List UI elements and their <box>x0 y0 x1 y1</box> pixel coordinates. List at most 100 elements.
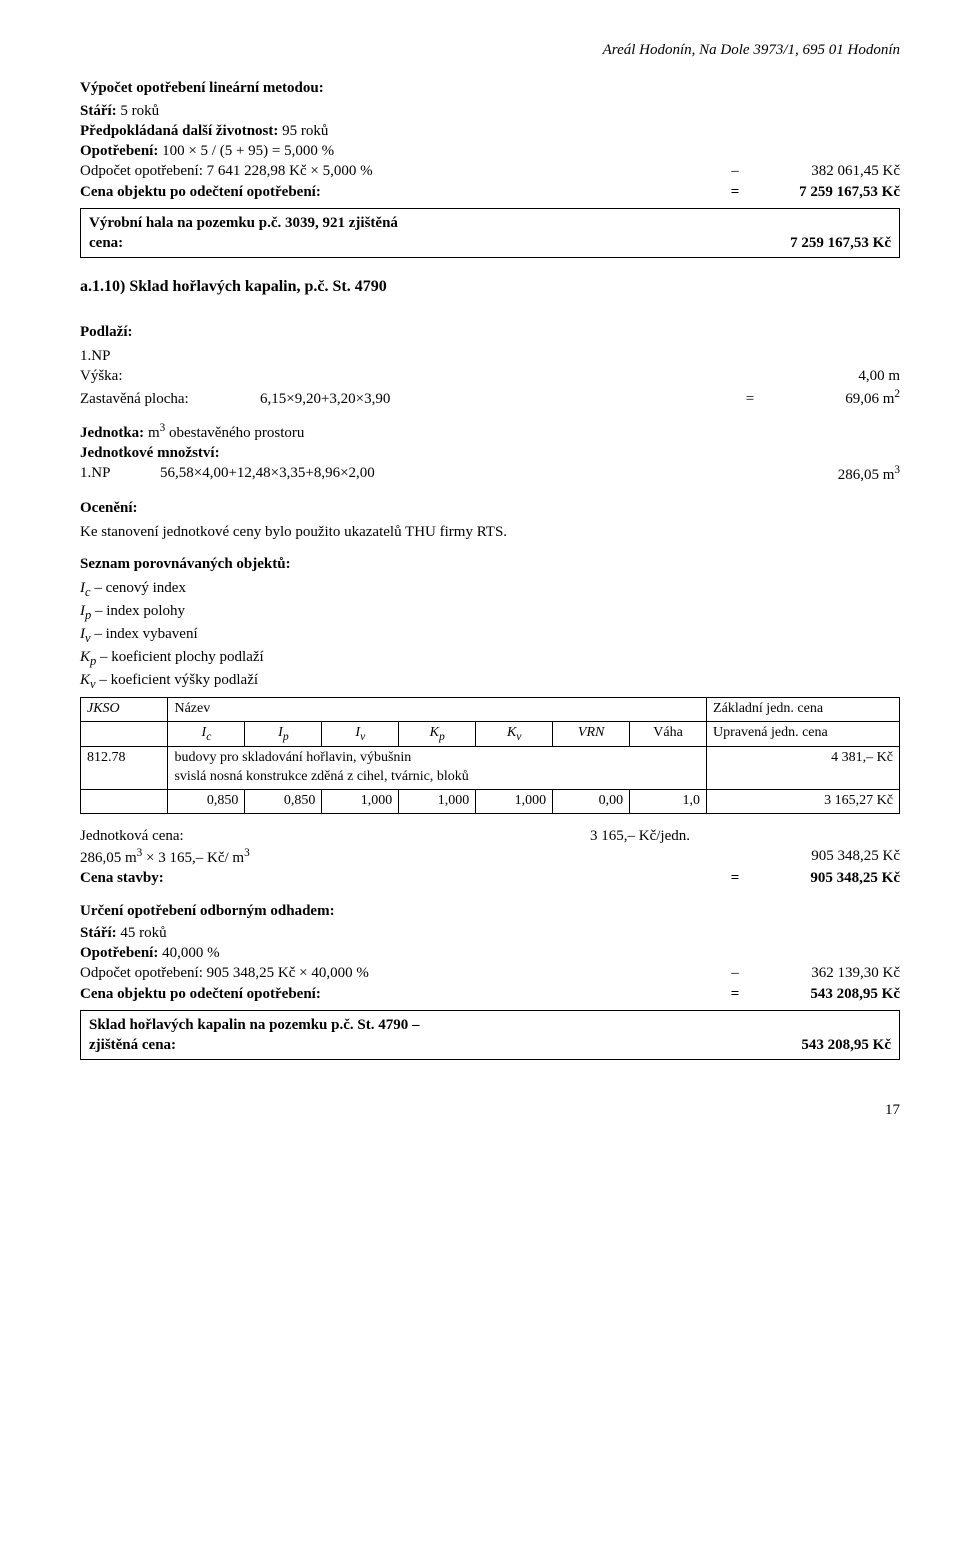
urceni-deduction-value: 362 139,30 Kč <box>750 963 900 983</box>
jednotka-np: 1.NP <box>80 463 160 485</box>
calc1-result-row: Cena objektu po odečtení opotřebení: = 7… <box>80 182 900 202</box>
stavba-row: Cena stavby: = 905 348,25 Kč <box>80 868 900 888</box>
urceni-result-label: Cena objektu po odečtení opotřebení: <box>80 984 720 1004</box>
urceni-result-value: 543 208,95 Kč <box>750 984 900 1004</box>
th-jkso: JKSO <box>81 697 168 721</box>
urceni-deduction-row: Odpočet opotřebení: 905 348,25 Kč × 40,0… <box>80 963 900 983</box>
calc1-wear: Opotřebení: 100 × 5 / (5 + 95) = 5,000 % <box>80 141 900 161</box>
legend-item: Kv – koeficient výšky podlaží <box>80 670 900 693</box>
th-upravena: Upravená jedn. cena <box>707 721 900 747</box>
jednotka-value: 286,05 m3 <box>770 463 900 485</box>
th-vrn: VRN <box>553 721 630 747</box>
jednotkova-row: Jednotková cena: 3 165,– Kč/jedn. <box>80 826 900 846</box>
seznam-legend: Ic – cenový indexIp – index polohyIv – i… <box>80 578 900 692</box>
podlazi-vyska-value: 4,00 m <box>770 366 900 386</box>
calc1-deduction-sign: – <box>720 161 750 181</box>
legend-item: Kp – koeficient plochy podlaží <box>80 647 900 670</box>
box2-line1: Sklad hořlavých kapalin na pozemku p.č. … <box>89 1017 420 1033</box>
table-data-row-2: 0,850 0,850 1,000 1,000 1,000 0,00 1,0 3… <box>81 789 900 813</box>
stavba-value: 905 348,25 Kč <box>750 868 900 888</box>
table-header-row-2: Ic Ip Iv Kp Kv VRN Váha Upravená jedn. c… <box>81 721 900 747</box>
podlazi-zast-row: Zastavěná plocha: 6,15×9,20+3,20×3,90 = … <box>80 387 900 409</box>
td-v6: 1,0 <box>630 789 707 813</box>
urceni-result-row: Cena objektu po odečtení opotřebení: = 5… <box>80 984 900 1004</box>
td-v5: 0,00 <box>553 789 630 813</box>
calc1-deduction-row: Odpočet opotřebení: 7 641 228,98 Kč × 5,… <box>80 161 900 181</box>
th-nazev: Název <box>168 697 707 721</box>
legend-item: Iv – index vybavení <box>80 624 900 647</box>
th-ic: Ic <box>168 721 245 747</box>
jednotkova-value: 3 165,– Kč/jedn. <box>590 826 900 846</box>
podlazi-zast-expr: 6,15×9,20+3,20×3,90 <box>260 389 730 409</box>
oceneni-title: Ocenění: <box>80 498 900 518</box>
td-name: budovy pro skladování hořlavin, výbušnin… <box>168 747 707 790</box>
th-zakladni: Základní jedn. cena <box>707 697 900 721</box>
calc1-result-value: 7 259 167,53 Kč <box>750 182 900 202</box>
calc1-result-label: Cena objektu po odečtení opotřebení: <box>80 182 720 202</box>
td-v1: 0,850 <box>245 789 322 813</box>
page-number: 17 <box>80 1100 900 1120</box>
comparison-table: JKSO Název Základní jedn. cena Ic Ip Iv … <box>80 697 900 814</box>
calc1-deduction-label: Odpočet opotřebení: 7 641 228,98 Kč × 5,… <box>80 161 720 181</box>
legend-item: Ip – index polohy <box>80 601 900 624</box>
urceni-wear-label: Opotřebení: <box>80 945 158 961</box>
box2-value: 543 208,95 Kč <box>741 1035 891 1055</box>
page-header: Areál Hodonín, Na Dole 3973/1, 695 01 Ho… <box>80 40 900 60</box>
urceni-wear-value: 40,000 % <box>162 945 220 961</box>
td-code: 812.78 <box>81 747 168 790</box>
urceni-age-value: 45 roků <box>120 925 166 941</box>
jednotka-line2: Jednotkové množství: <box>80 443 900 463</box>
section-a110-title: a.1.10) Sklad hořlavých kapalin, p.č. St… <box>80 276 900 298</box>
th-kp: Kp <box>399 721 476 747</box>
td-price: 4 381,– Kč <box>707 747 900 790</box>
td-v2: 1,000 <box>322 789 399 813</box>
box1-label2: cena: <box>89 235 123 251</box>
legend-item: Ic – cenový index <box>80 578 900 601</box>
jednotka-line1: Jednotka: m3 obestavěného prostoru <box>80 421 900 443</box>
td-v3: 1,000 <box>399 789 476 813</box>
table-header-row-1: JKSO Název Základní jedn. cena <box>81 697 900 721</box>
calc1-deduction-value: 382 061,45 Kč <box>750 161 900 181</box>
podlazi-np: 1.NP <box>80 346 900 366</box>
urceni-age-label: Stáří: <box>80 925 117 941</box>
urceni-title: Určení opotřebení odborným odhadem: <box>80 901 900 921</box>
table-data-row-1: 812.78 budovy pro skladování hořlavin, v… <box>81 747 900 790</box>
oceneni-text: Ke stanovení jednotkové ceny bylo použit… <box>80 522 900 542</box>
urceni-result-sign: = <box>720 984 750 1004</box>
urceni-deduction-sign: – <box>720 963 750 983</box>
podlazi-zast-eq: = <box>730 389 770 409</box>
podlazi-zast-value: 69,06 m2 <box>770 387 900 409</box>
podlazi-vyska-label: Výška: <box>80 366 260 386</box>
td-v4: 1,000 <box>476 789 553 813</box>
th-vaha: Váha <box>630 721 707 747</box>
box1: Výrobní hala na pozemku p.č. 3039, 921 z… <box>80 208 900 259</box>
jednotka-expr: 56,58×4,00+12,48×3,35+8,96×2,00 <box>160 463 770 485</box>
podlazi-zast-label: Zastavěná plocha: <box>80 389 260 409</box>
calc1-age-label: Stáří: <box>80 103 117 119</box>
urceni-wear: Opotřebení: 40,000 % <box>80 943 900 963</box>
podlazi-vyska-row: Výška: 4,00 m <box>80 366 900 386</box>
jednotka-row: 1.NP 56,58×4,00+12,48×3,35+8,96×2,00 286… <box>80 463 900 485</box>
box1-label1: Výrobní hala na pozemku p.č. 3039, 921 z… <box>89 215 398 231</box>
urceni-age: Stáří: 45 roků <box>80 923 900 943</box>
calc1-wear-label: Opotřebení: <box>80 143 158 159</box>
seznam-title: Seznam porovnávaných objektů: <box>80 554 900 574</box>
td-result: 3 165,27 Kč <box>707 789 900 813</box>
jednotkova-label: Jednotková cena: <box>80 826 590 846</box>
urceni-deduction-label: Odpočet opotřebení: 905 348,25 Kč × 40,0… <box>80 963 720 983</box>
calc1-age: Stáří: 5 roků <box>80 101 900 121</box>
calc1-life: Předpokládaná další životnost: 95 roků <box>80 121 900 141</box>
podlazi-title: Podlaží: <box>80 322 900 342</box>
calc1-result-sign: = <box>720 182 750 202</box>
box1-value: 7 259 167,53 Kč <box>741 233 891 253</box>
jednotkova-calc-row: 286,05 m3 × 3 165,– Kč/ m3 905 348,25 Kč <box>80 846 900 868</box>
jednotkova-calc-value: 905 348,25 Kč <box>750 846 900 868</box>
th-kv: Kv <box>476 721 553 747</box>
stavba-sign: = <box>720 868 750 888</box>
calc1-wear-expr: 100 × 5 / (5 + 95) = 5,000 % <box>162 143 334 159</box>
calc1-life-value: 95 roků <box>282 123 328 139</box>
th-ip: Ip <box>245 721 322 747</box>
calc1-title: Výpočet opotřebení lineární metodou: <box>80 78 900 98</box>
calc1-life-label: Předpokládaná další životnost: <box>80 123 278 139</box>
jednotkova-calc-label: 286,05 m3 × 3 165,– Kč/ m3 <box>80 846 750 868</box>
